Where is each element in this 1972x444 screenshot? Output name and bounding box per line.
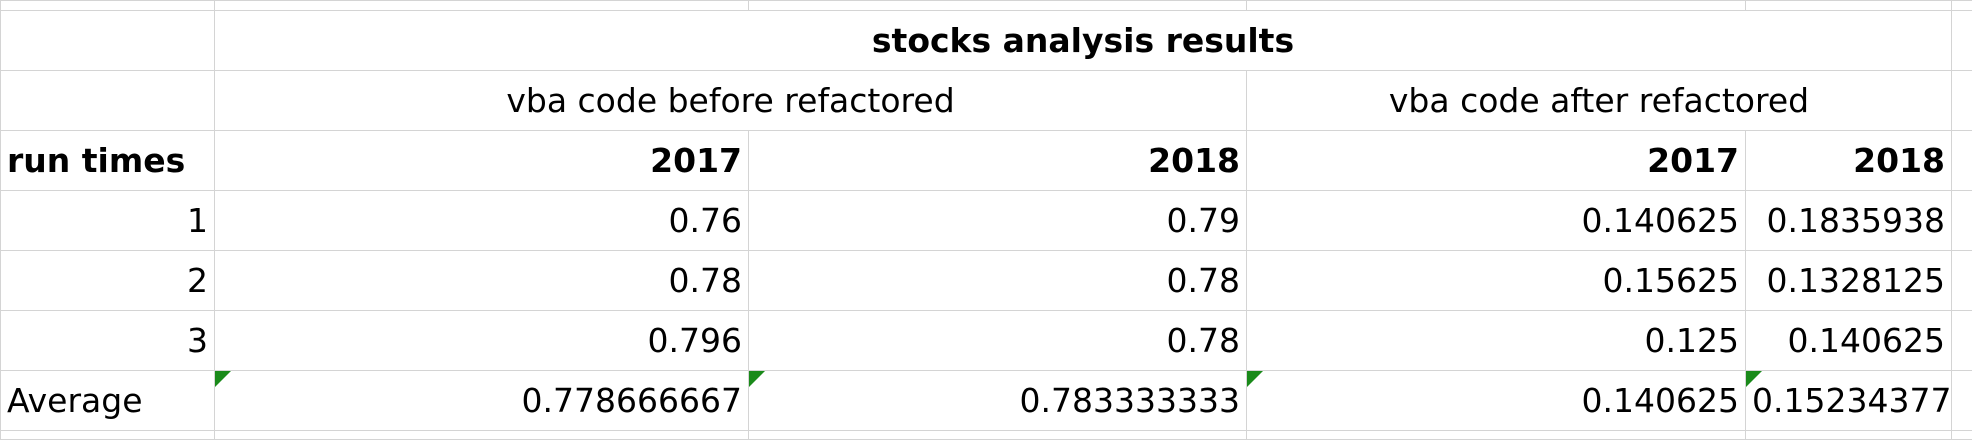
table-row: 2 0.78 0.78 0.15625 0.1328125: [0, 250, 1972, 311]
sheet-title[interactable]: stocks analysis results: [214, 10, 1952, 71]
error-indicator-icon: [749, 371, 765, 387]
error-indicator-icon: [1247, 371, 1263, 387]
table-row: vba code before refactored vba code afte…: [0, 70, 1972, 131]
cell[interactable]: [1951, 70, 1972, 131]
value-cell[interactable]: 0.15625: [1246, 250, 1746, 311]
cell[interactable]: [1951, 130, 1972, 191]
run-number-cell[interactable]: 3: [0, 310, 215, 371]
cell[interactable]: [1951, 370, 1972, 431]
error-indicator-icon: [1746, 371, 1762, 387]
value-cell[interactable]: 0.76: [214, 190, 749, 251]
cell[interactable]: [1745, 0, 1952, 11]
year-header[interactable]: 2018: [1745, 130, 1952, 191]
value-cell[interactable]: 0.1328125: [1745, 250, 1952, 311]
average-value-cell[interactable]: 0.140625: [1246, 370, 1746, 431]
table-row: stocks analysis results: [0, 10, 1972, 71]
value-cell[interactable]: 0.125: [1246, 310, 1746, 371]
value-cell[interactable]: 0.78: [748, 310, 1247, 371]
cell[interactable]: [0, 70, 215, 131]
value-cell[interactable]: 0.796: [214, 310, 749, 371]
group-header-before[interactable]: vba code before refactored: [214, 70, 1247, 131]
cell[interactable]: [748, 430, 1247, 440]
group-header-after[interactable]: vba code after refactored: [1246, 70, 1952, 131]
cell[interactable]: [0, 0, 215, 11]
average-value: 0.778666667: [521, 381, 742, 420]
row-header-label[interactable]: run times: [0, 130, 215, 191]
cell[interactable]: [1246, 430, 1746, 440]
table-row: 1 0.76 0.79 0.140625 0.1835938: [0, 190, 1972, 251]
year-header[interactable]: 2017: [1246, 130, 1746, 191]
cell[interactable]: [1951, 430, 1972, 440]
table-row: 3 0.796 0.78 0.125 0.140625: [0, 310, 1972, 371]
cell[interactable]: [0, 430, 215, 440]
cell[interactable]: [214, 430, 749, 440]
cell[interactable]: [1951, 310, 1972, 371]
table-row: run times 2017 2018 2017 2018: [0, 130, 1972, 191]
average-value: 0.15234377: [1752, 381, 1952, 420]
cell[interactable]: [1951, 10, 1972, 71]
table-row: [0, 0, 1972, 11]
average-value-cell[interactable]: 0.778666667: [214, 370, 749, 431]
run-number-cell[interactable]: 1: [0, 190, 215, 251]
error-indicator-icon: [215, 371, 231, 387]
cell[interactable]: [1246, 0, 1746, 11]
average-label-cell[interactable]: Average: [0, 370, 215, 431]
cell[interactable]: [1745, 430, 1952, 440]
average-value: 0.783333333: [1019, 381, 1240, 420]
value-cell[interactable]: 0.78: [748, 250, 1247, 311]
table-row: Average 0.778666667 0.783333333 0.140625…: [0, 370, 1972, 431]
run-number-cell[interactable]: 2: [0, 250, 215, 311]
table-row: [0, 430, 1972, 440]
average-value-cell[interactable]: 0.783333333: [748, 370, 1247, 431]
cell[interactable]: [1951, 190, 1972, 251]
value-cell[interactable]: 0.1835938: [1745, 190, 1952, 251]
cell[interactable]: [1951, 250, 1972, 311]
year-header[interactable]: 2018: [748, 130, 1247, 191]
cell[interactable]: [214, 0, 749, 11]
cell[interactable]: [748, 0, 1247, 11]
average-value-cell[interactable]: 0.15234377: [1745, 370, 1952, 431]
value-cell[interactable]: 0.140625: [1246, 190, 1746, 251]
value-cell[interactable]: 0.78: [214, 250, 749, 311]
value-cell[interactable]: 0.140625: [1745, 310, 1952, 371]
value-cell[interactable]: 0.79: [748, 190, 1247, 251]
average-value: 0.140625: [1581, 381, 1739, 420]
cell[interactable]: [1951, 0, 1972, 11]
year-header[interactable]: 2017: [214, 130, 749, 191]
cell[interactable]: [0, 10, 215, 71]
